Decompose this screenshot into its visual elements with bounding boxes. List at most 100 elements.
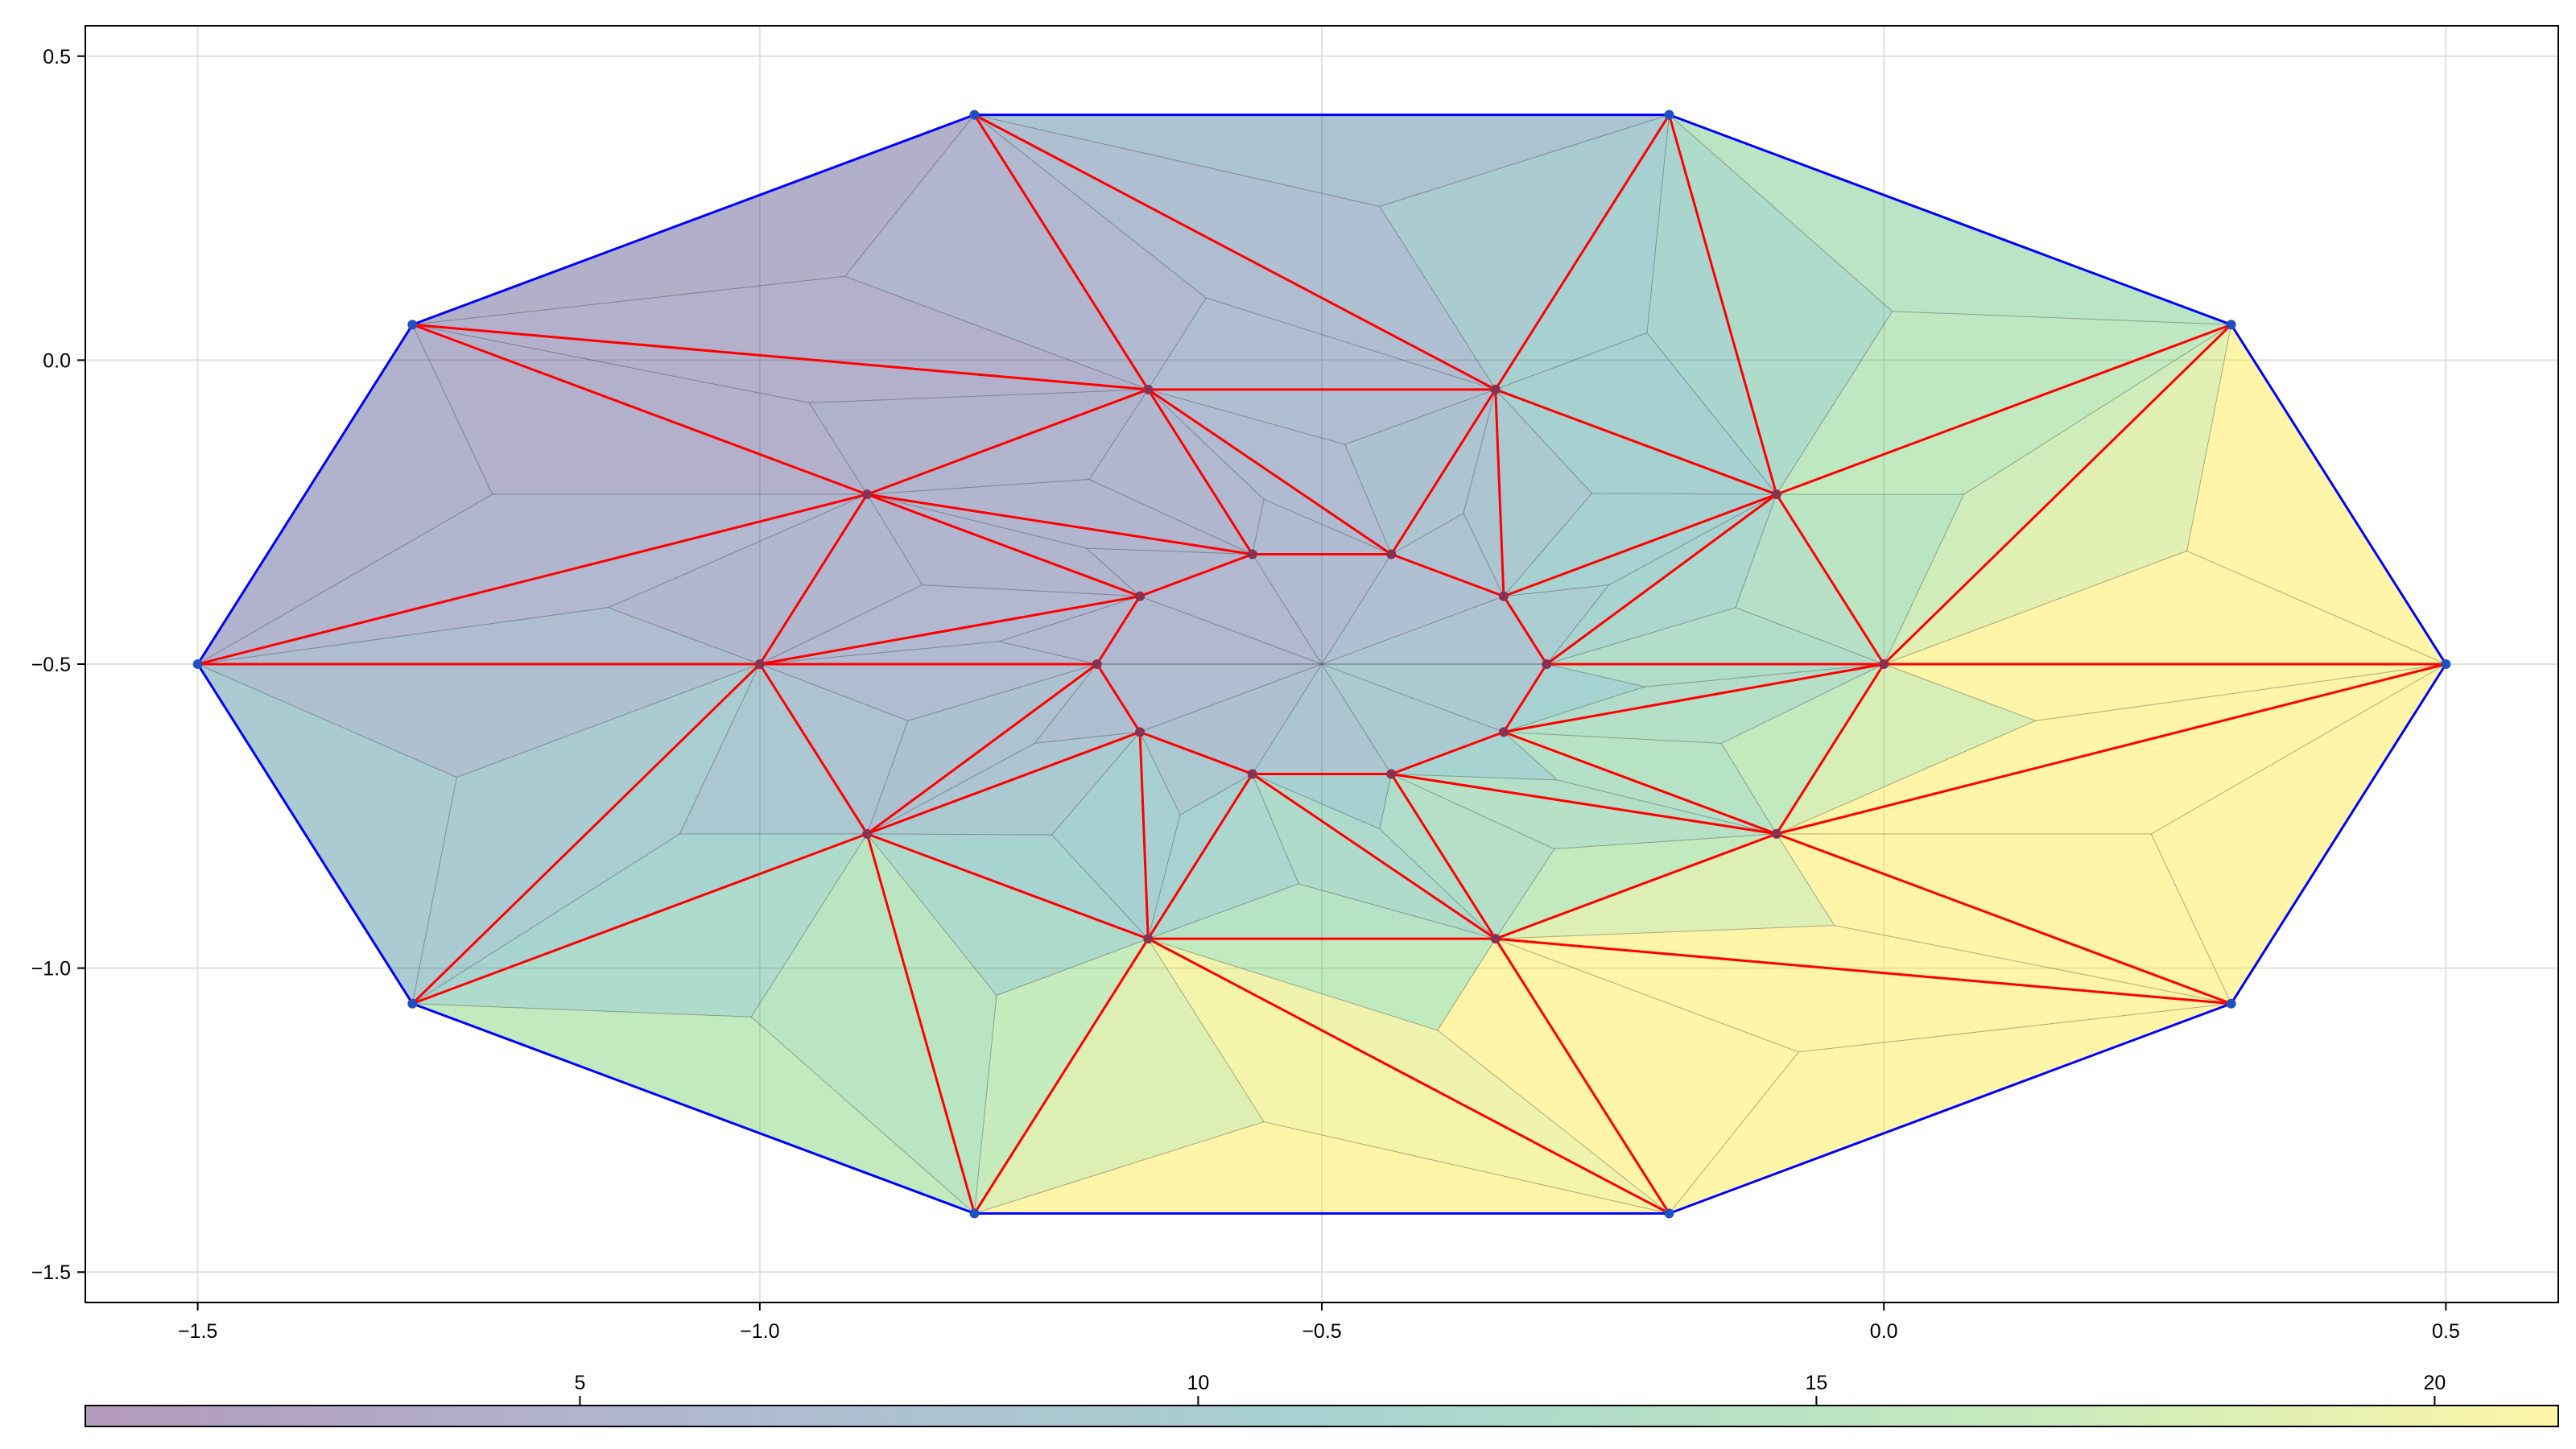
colorbar-tick-label: 15 (1805, 1372, 1827, 1394)
boundary-edge (1668, 114, 2232, 326)
y-tick-label: 0.5 (43, 46, 71, 68)
diagonal-edge (866, 663, 1098, 836)
diagonal-edge (1391, 772, 1777, 836)
mesh-vertex (2226, 998, 2236, 1009)
mesh-vertex (1143, 934, 1154, 944)
mesh-vertex (1490, 934, 1501, 944)
colorbar-tick-label: 5 (574, 1372, 585, 1394)
diagonal-edge (1147, 937, 1670, 1215)
radial-edge (1390, 773, 1497, 939)
radial-edge (1494, 114, 1670, 390)
boundary-edge (2230, 324, 2447, 665)
diagonal-edge (197, 493, 868, 666)
ring-edge (1502, 663, 1548, 733)
colorbar-tick-label: 20 (2423, 1372, 2446, 1394)
diagonal-edge (1495, 937, 2231, 1005)
boundary-edge (411, 1002, 976, 1215)
y-tick-label: −1.0 (31, 958, 71, 980)
x-tick-label: −1.0 (740, 1320, 779, 1343)
colorbar-gradient (85, 1405, 2559, 1427)
colorbar-tick-label: 10 (1187, 1372, 1209, 1394)
mesh-vertex (1771, 489, 1781, 500)
diagonal-edge (1494, 389, 1505, 597)
ring-edge (1096, 595, 1141, 665)
ring-edge (1775, 493, 1885, 665)
axis-ticks: −1.5 −1.0 −0.5 0.0 0.5 0.5 0.0 −0.5 −1.0 −1.5 (31, 46, 2460, 1343)
mesh-vertex (192, 659, 203, 669)
ring-edge (758, 663, 869, 835)
radial-edge (866, 730, 1141, 836)
diagonal-edge (1147, 388, 1393, 555)
radial-edge (1503, 493, 1777, 598)
mesh-vertex (407, 320, 418, 330)
mesh-vertex (969, 1208, 980, 1219)
x-tick-label: 0.5 (2432, 1320, 2460, 1343)
diagonal-edge (412, 323, 1149, 391)
ring-edge (1096, 663, 1141, 733)
colorbar: 5 10 15 20 (85, 1372, 2559, 1427)
radial-edge (1390, 389, 1497, 555)
diagonal-edge (1883, 324, 2232, 666)
mesh-vertex (1498, 727, 1509, 737)
radial-edge (1503, 730, 1777, 836)
mesh-vertices (192, 109, 2451, 1219)
diagonal-edge (1776, 663, 2446, 836)
radial-edge (411, 832, 868, 1005)
mesh-vertex (1879, 659, 1889, 669)
diagonal-edge (1251, 773, 1496, 940)
mesh-vertex (1386, 769, 1397, 779)
mesh-vertex (1490, 384, 1501, 394)
diagonal-edge (1138, 732, 1150, 939)
mesh-vertex (1143, 384, 1154, 394)
x-tick-label: 0.0 (1870, 1320, 1898, 1343)
y-tick-label: 0.0 (43, 349, 71, 372)
mesh-vertex (862, 489, 873, 500)
diagonal-edge (759, 595, 1141, 666)
radial-edge (1146, 773, 1253, 939)
mesh-vertex (1247, 769, 1257, 779)
mesh-coarse-edges (196, 114, 2447, 1215)
x-tick-label: −0.5 (1302, 1320, 1341, 1343)
boundary-edge (411, 114, 976, 326)
y-tick-label: −0.5 (31, 654, 71, 676)
mesh-vertex (1664, 109, 1674, 120)
ring-edge (1139, 553, 1253, 598)
ring-edge (758, 493, 869, 665)
radial-edge (973, 114, 1150, 390)
mesh-vertex (407, 998, 418, 1009)
mesh-vertex (754, 659, 765, 669)
boundary-edge (2230, 663, 2447, 1005)
ring-edge (866, 388, 1149, 496)
ring-edge (1775, 663, 1885, 835)
ring-edge (1390, 553, 1505, 598)
boundary-edge (196, 663, 414, 1005)
mesh-vertex (1135, 591, 1146, 601)
mesh-vertex (1498, 591, 1509, 601)
mesh-vertex (1664, 1208, 1674, 1219)
mesh-vertex (2441, 659, 2451, 669)
radial-edge (1776, 832, 2232, 1005)
diagonal-edge (1668, 114, 1778, 495)
ring-edge (1495, 832, 1777, 940)
mesh-vertex (1771, 828, 1781, 839)
boundary-edge (1668, 1002, 2232, 1215)
mesh-vertex (969, 109, 980, 120)
ring-edge (1495, 388, 1777, 496)
mesh-vertex (1386, 549, 1397, 559)
ring-edge (1139, 730, 1253, 775)
radial-edge (866, 493, 1141, 598)
mesh-vertex (1092, 659, 1102, 669)
mesh-vertex (1542, 659, 1552, 669)
radial-edge (973, 938, 1150, 1215)
radial-edge (1146, 389, 1253, 555)
ring-edge (1390, 730, 1505, 775)
radial-edge (1494, 938, 1670, 1215)
mesh-vertex (1247, 549, 1257, 559)
diagonal-edge (411, 663, 761, 1005)
ring-edge (1502, 595, 1548, 665)
diagonal-edge (1503, 663, 1885, 733)
ring-edge (866, 832, 1149, 940)
boundary-edge (196, 324, 414, 665)
